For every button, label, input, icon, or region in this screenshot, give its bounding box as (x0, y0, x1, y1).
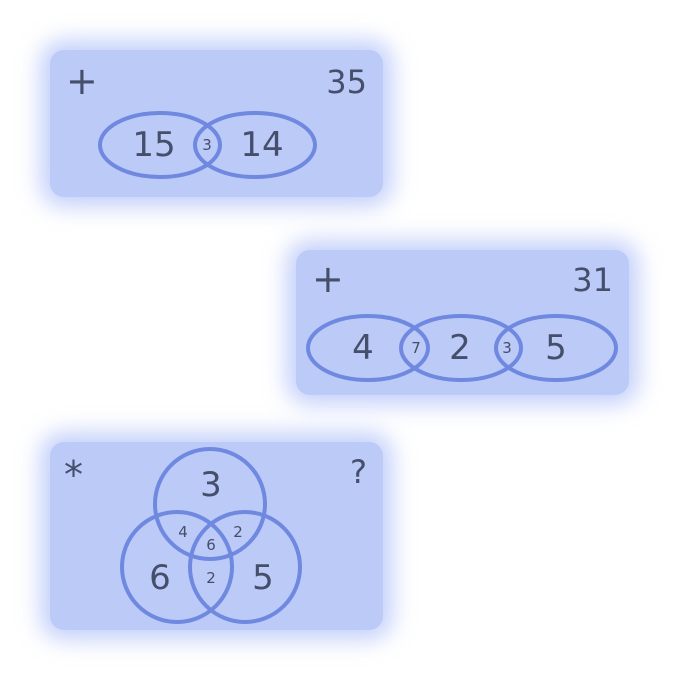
overlap-value: 3 (202, 136, 212, 154)
region-value: 14 (240, 125, 283, 165)
operator-sign: + (66, 59, 98, 103)
operator-sign: * (64, 453, 83, 497)
venn-circle-bottom-left (120, 510, 234, 624)
overlap-value: 2 (206, 569, 216, 587)
venn-circle-bottom-right (188, 510, 302, 624)
venn-circle-top (153, 447, 267, 561)
overlap-value: 4 (178, 523, 188, 541)
region-value: 6 (149, 558, 171, 598)
venn-diagram-three-sets: 3 6 5 4 2 2 6 (120, 447, 302, 624)
region-value: 5 (252, 558, 274, 598)
region-value: 15 (132, 125, 175, 165)
region-value: 3 (200, 465, 222, 505)
venn-circle-left (98, 111, 222, 179)
venn-circle-right (494, 314, 618, 382)
overlap-value: 3 (502, 339, 512, 357)
venn-diagram-two-sets: 15 14 3 (98, 111, 317, 179)
puzzle-card-3: * ? 3 6 5 4 2 2 6 (50, 442, 383, 630)
venn-circle-left (306, 314, 430, 382)
puzzle-card-2: + 31 4 2 5 7 3 (296, 250, 629, 395)
result-value: 31 (572, 261, 613, 299)
overlap-value: 6 (206, 536, 216, 554)
operator-sign: + (312, 257, 344, 301)
result-value: ? (350, 453, 367, 491)
puzzle-card-1: + 35 15 14 3 (50, 50, 383, 197)
overlap-value: 7 (411, 339, 421, 357)
result-value: 35 (326, 63, 367, 101)
overlap-value: 2 (233, 523, 243, 541)
venn-circle-middle (399, 314, 523, 382)
region-value: 5 (545, 328, 567, 368)
venn-diagram-three-chain: 4 2 5 7 3 (306, 314, 618, 382)
region-value: 2 (449, 328, 471, 368)
venn-circle-right (193, 111, 317, 179)
region-value: 4 (352, 328, 374, 368)
